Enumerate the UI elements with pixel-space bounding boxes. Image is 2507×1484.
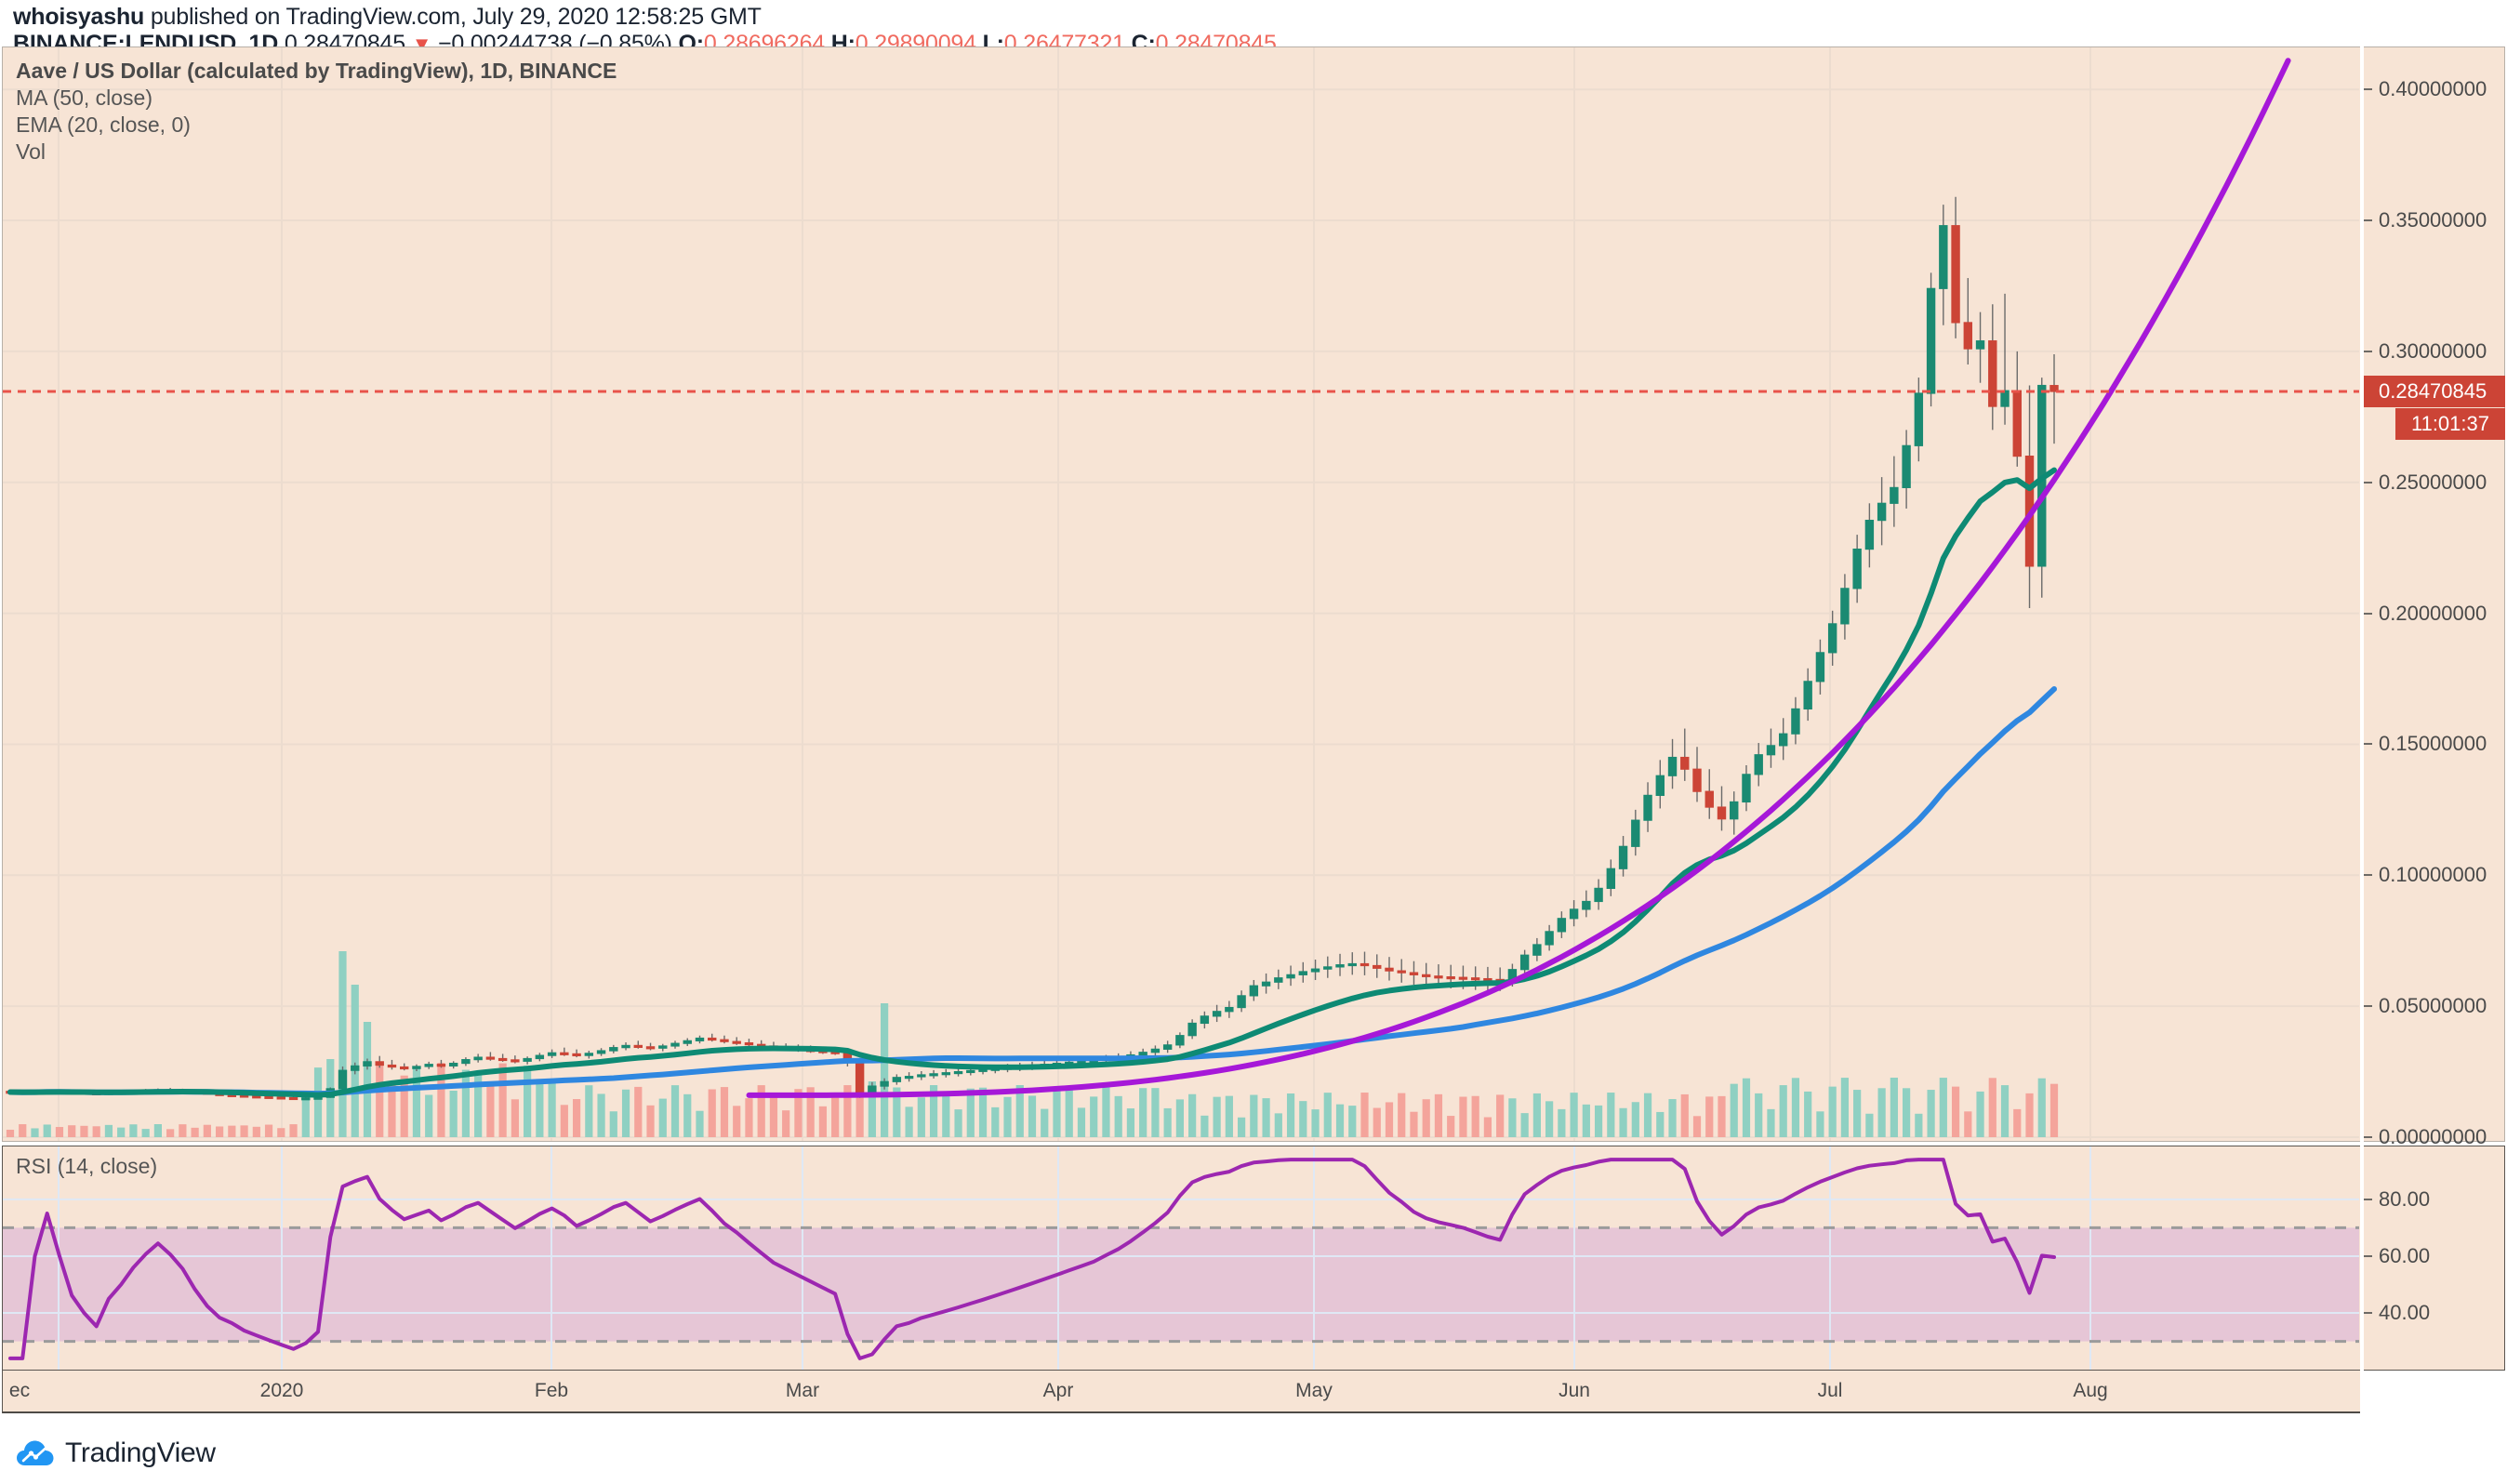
legend-item-ma50[interactable]: MA (50, close) [16,86,153,110]
rsi-axis-tick [2364,1198,2372,1200]
rsi-legend[interactable]: RSI (14, close) [16,1154,158,1178]
current-price-badge: 0.28470845 [2364,375,2505,407]
author-name: whoisyashu [13,4,145,30]
legend-item-ema20[interactable]: EMA (20, close, 0) [16,113,191,137]
price-axis-label: 0.05000000 [2379,994,2487,1018]
rsi-axis[interactable]: 80.00 60.00 40.00 [2364,1146,2505,1371]
price-axis-tick [2364,1136,2372,1138]
price-axis-label: 0.15000000 [2379,732,2487,756]
chart-frame: Aave / US Dollar (calculated by TradingV… [0,46,2507,1423]
time-axis-label: Jul [1817,1380,1843,1401]
price-axis-tick [2364,874,2372,877]
time-axis-label: Jun [1559,1380,1590,1401]
rsi-axis-tick [2364,1312,2372,1315]
price-axis-tick [2364,88,2372,91]
rsi-axis-label: 60.00 [2379,1243,2431,1267]
tradingview-cloud-icon [17,1440,54,1465]
price-axis-label: 0.30000000 [2379,338,2487,363]
time-axis-label: ec [8,1380,31,1401]
price-axis-tick [2364,219,2372,222]
legend-title: Aave / US Dollar (calculated by TradingV… [16,59,617,83]
price-axis-label: 0.00000000 [2379,1125,2487,1148]
publish-text: published on TradingView.com, July 29, 2… [144,4,762,30]
price-legend: Aave / US Dollar (calculated by TradingV… [16,57,617,166]
time-axis-label: Apr [1042,1380,1074,1401]
price-plot [3,47,2359,1141]
price-axis-label: 0.20000000 [2379,601,2487,625]
rsi-plot [3,1146,2359,1370]
price-axis-label: 0.35000000 [2379,208,2487,232]
price-axis-label: 0.10000000 [2379,863,2487,887]
price-axis-tick [2364,1005,2372,1008]
bar-countdown-badge: 11:01:37 [2395,407,2505,440]
price-axis-tick [2364,743,2372,746]
tradingview-brand-text: TradingView [65,1438,216,1468]
price-pane[interactable]: Aave / US Dollar (calculated by TradingV… [2,46,2360,1142]
rsi-axis-tick [2364,1254,2372,1257]
price-axis-tick [2364,612,2372,615]
time-axis[interactable]: ec 2020 Feb Mar Apr May Jun Jul Aug [2,1371,2360,1413]
chart-footer: TradingView [0,1430,2507,1484]
time-axis-label: Mar [785,1380,820,1401]
tradingview-logo[interactable]: TradingView [17,1438,216,1469]
legend-item-volume[interactable]: Vol [16,139,46,164]
price-axis-label: 0.40000000 [2379,77,2487,101]
price-axis-tick [2364,481,2372,484]
price-axis[interactable]: 0.40000000 0.35000000 0.30000000 0.25000000… [2364,46,2505,1148]
price-axis-tick [2364,350,2372,352]
price-axis-label: 0.25000000 [2379,470,2487,494]
rsi-axis-label: 40.00 [2379,1301,2431,1325]
time-axis-label: Aug [2073,1380,2108,1401]
time-axis-label: Feb [534,1380,569,1401]
current-price-badge-text: 0.28470845 [2379,378,2487,403]
bar-countdown-text: 11:01:37 [2410,411,2489,435]
rsi-axis-label: 80.00 [2379,1186,2431,1211]
publish-attribution: whoisyashu published on TradingView.com,… [13,4,762,31]
time-axis-label: May [1295,1380,1333,1401]
rsi-pane[interactable]: RSI (14, close) [2,1146,2360,1371]
time-axis-label: 2020 [259,1380,304,1401]
